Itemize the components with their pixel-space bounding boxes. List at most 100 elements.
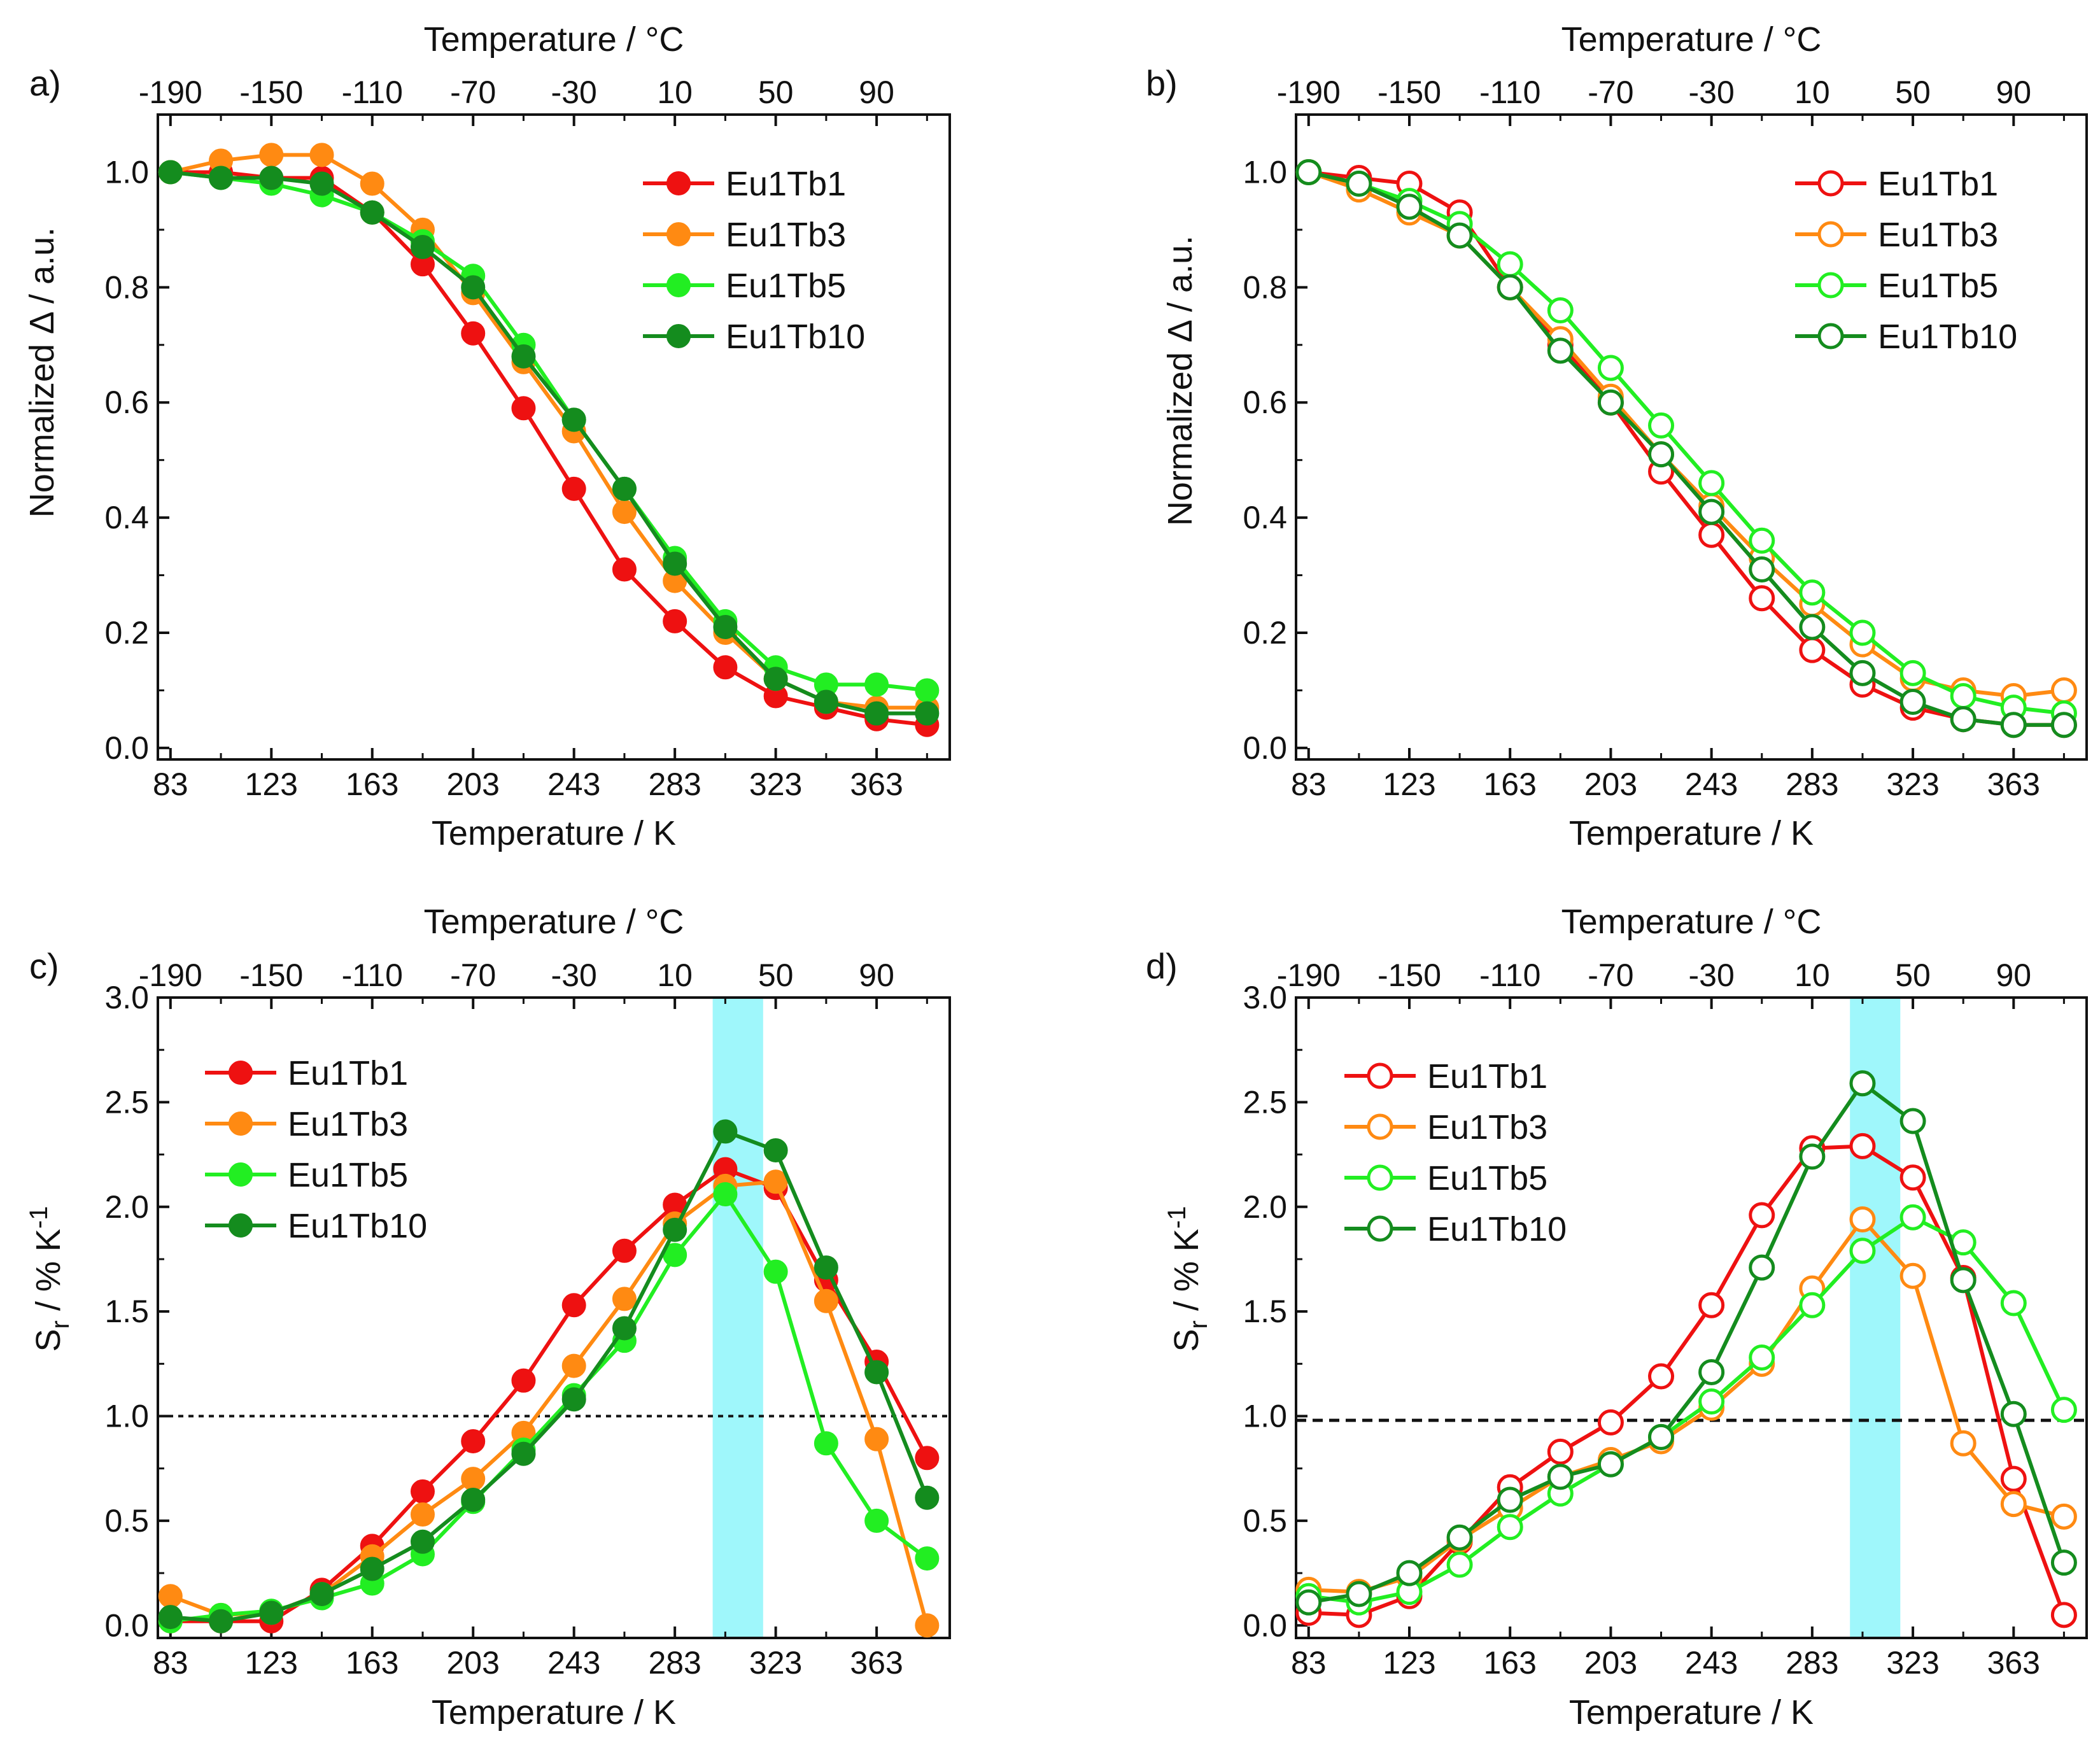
panel-b-x2-tick-label: -150 — [1378, 74, 1441, 110]
panel-b: b) Temperature / °C Temperature / K Norm… — [1146, 20, 2088, 852]
panel-d-legend-item-eu1tb3: Eu1Tb3 — [1344, 1108, 1547, 1147]
panel-a-y-tick-label: 0.0 — [104, 730, 149, 766]
panel-d-eu1tb3-point — [1899, 1262, 1926, 1289]
panel-b-eu1tb10-point — [1749, 556, 1775, 583]
panel-a-eu1tb10-point — [461, 275, 486, 300]
panel-c-eu1tb5-point — [915, 1546, 940, 1571]
panel-d-legend-label: Eu1Tb10 — [1427, 1210, 1567, 1248]
panel-d-eu1tb10-point — [2000, 1401, 2027, 1427]
panel-a-eu1tb10-point — [259, 166, 284, 190]
panel-d-legend-item-eu1tb5: Eu1Tb5 — [1344, 1159, 1547, 1197]
panel-a-eu1tb5-point — [864, 672, 889, 697]
panel-c-x2-tick-label: -30 — [551, 957, 597, 993]
panel-c-y-axis-title-sub: r — [46, 1320, 74, 1329]
panel-c-eu1tb10-point — [663, 1217, 687, 1242]
panel-a-eu1tb10-point — [763, 667, 788, 691]
panel-b-eu1tb10-point — [1396, 194, 1423, 220]
panel-d-y-tick-label: 0.5 — [1243, 1503, 1287, 1539]
panel-a-eu1tb1-point — [461, 321, 486, 346]
panel-c-legend-label: Eu1Tb10 — [288, 1207, 427, 1245]
panel-d-y-tick-label: 0.0 — [1243, 1607, 1287, 1643]
panel-a-y-tick-label: 0.8 — [104, 269, 149, 305]
panel-c-eu1tb10-line — [170, 1129, 929, 1623]
panel-c-eu1tb10-point — [713, 1119, 738, 1144]
panel-d-eu1tb5-point — [1899, 1204, 1926, 1231]
panel-c-legend-label: Eu1Tb5 — [288, 1156, 408, 1194]
panel-a-y-tick-label: 0.6 — [104, 385, 149, 420]
panel-c-eu1tb10-point — [360, 1556, 384, 1581]
panel-a: a) Temperature / °C Temperature / K Norm… — [23, 20, 951, 852]
panel-c-eu1tb3-point — [864, 1427, 889, 1451]
panel-b-bottom-axis-title: Temperature / K — [1569, 814, 1814, 852]
panel-a-x2-tick-label: 10 — [657, 74, 693, 110]
panel-a-x-tick-label: 123 — [245, 766, 298, 802]
panel-a-x2-tick-label: -190 — [139, 74, 202, 110]
panel-c-eu1tb3-point — [814, 1288, 838, 1313]
panel-d-x-tick-label: 363 — [1987, 1645, 2040, 1681]
panel-a-eu1tb3-point — [360, 171, 384, 196]
panel-d-eu1tb5-point — [1446, 1551, 1473, 1578]
panel-c-eu1tb3-point — [612, 1287, 637, 1311]
panel-c-eu1tb3-point — [158, 1584, 183, 1609]
panel-d-eu1tb10-point — [1295, 1589, 1322, 1616]
panel-c-eu1tb10-point — [259, 1600, 284, 1625]
panel-a-y-tick-label: 1.0 — [104, 154, 149, 190]
panel-a-x2-tick-label: -150 — [239, 74, 303, 110]
panel-d-x-tick-label: 203 — [1584, 1645, 1637, 1681]
panel-d-y-axis-title-sup: -1 — [1163, 1206, 1191, 1229]
panel-c-legend-swatch-marker — [229, 1061, 253, 1085]
panel-a-eu1tb10-point — [814, 689, 838, 714]
panel-c-x-tick-label: 283 — [648, 1645, 701, 1681]
panel-b-plot-area: 83 123 163 203 243 283 323 363 -190 -150 -110 -70 -3… — [1243, 74, 2088, 802]
panel-b-eu1tb10-point — [1597, 389, 1624, 416]
panel-d-y-axis-title-sub: r — [1185, 1320, 1213, 1329]
panel-c-y-tick-label: 2.5 — [104, 1084, 149, 1120]
panel-c-y-tick-label: 2.0 — [104, 1189, 149, 1225]
panel-d-eu1tb10-point — [1849, 1070, 1876, 1097]
panel-b-eu1tb1-point — [1749, 585, 1775, 612]
panel-b-y-tick-label: 0.6 — [1243, 385, 1287, 420]
panel-c-legend-item-eu1tb3: Eu1Tb3 — [205, 1105, 408, 1143]
panel-a-eu1tb10-line — [170, 170, 927, 716]
panel-c-eu1tb1-point — [915, 1446, 940, 1471]
panel-b-eu1tb10-point — [1346, 171, 1372, 197]
panel-a-legend-swatch-marker — [666, 324, 691, 348]
panel-c-eu1tb5-point — [763, 1259, 788, 1284]
panel-d-plot-area: 83 123 163 203 243 283 323 363 -190 -150 -110 -70 -3… — [1243, 957, 2088, 1681]
panel-c-legend-swatch-marker — [229, 1162, 253, 1187]
panel-c-eu1tb10-point — [309, 1581, 334, 1606]
panel-c-eu1tb10-point — [814, 1255, 838, 1280]
panel-d-eu1tb10-point — [1950, 1267, 1977, 1294]
panel-c-y-axis-title-text: Sr / % K-1 — [25, 1206, 74, 1352]
panel-b-x2-tick-label: -110 — [1479, 74, 1540, 110]
panel-c-y-tick-label: 0.5 — [104, 1503, 149, 1539]
panel-a-eu1tb1-point — [713, 655, 738, 680]
panel-d-x2-tick-label: -110 — [1479, 957, 1540, 993]
panel-c-eu1tb10-point — [561, 1387, 586, 1412]
panel-d-y-tick-label: 2.0 — [1243, 1189, 1287, 1225]
panel-d-label: d) — [1146, 946, 1178, 986]
panel-b-x-tick-label: 283 — [1786, 766, 1838, 802]
panel-a-x2-tick-label: -30 — [551, 74, 597, 110]
panel-c-x-tick-label: 363 — [850, 1645, 903, 1681]
panel-c-legend-swatch-marker — [229, 1213, 253, 1238]
panel-d-eu1tb5-point — [2050, 1397, 2077, 1423]
panel-c-plot-area: 83 123 163 203 243 283 323 363 -190 -150 -110 -70 -3… — [104, 957, 951, 1681]
panel-d-x-tick-label: 83 — [1291, 1645, 1327, 1681]
panel-c-y-axis-title-sup: -1 — [25, 1206, 53, 1229]
panel-c-eu1tb5-point — [864, 1508, 889, 1533]
panel-d-eu1tb10-point — [2050, 1549, 2077, 1576]
panel-b-eu1tb5-point — [1950, 683, 1977, 710]
panel-d-x2-tick-label: 50 — [1895, 957, 1931, 993]
panel-d: d) Temperature / °C Temperature / K Sr /… — [1146, 903, 2088, 1732]
panel-d-legend-swatch-marker — [1367, 1215, 1393, 1242]
panel-d-eu1tb10-point — [1648, 1423, 1675, 1450]
panel-d-x2-tick-label: -150 — [1378, 957, 1441, 993]
panel-b-legend-label: Eu1Tb1 — [1878, 165, 1998, 203]
panel-a-eu1tb1-point — [511, 396, 536, 421]
panel-c-legend-item-eu1tb10: Eu1Tb10 — [205, 1207, 427, 1245]
panel-b-y-tick-label: 0.2 — [1243, 615, 1287, 651]
panel-c-eu1tb3-point — [915, 1613, 940, 1638]
panel-b-x2-tick-label: 50 — [1895, 74, 1931, 110]
panel-d-eu1tb10-point — [1446, 1524, 1473, 1551]
